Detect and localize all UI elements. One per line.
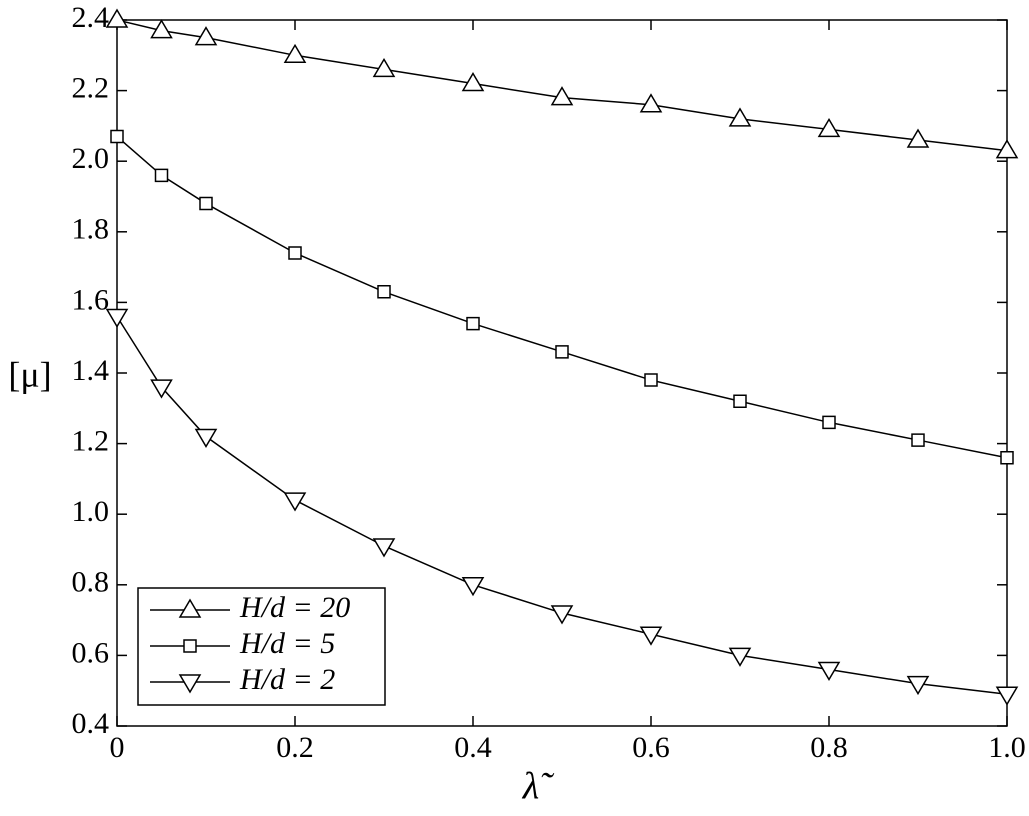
- marker: [639, 626, 663, 646]
- marker: [194, 428, 218, 449]
- marker: [461, 577, 485, 597]
- x-tick-label: 0.8: [810, 731, 848, 764]
- marker: [995, 686, 1019, 706]
- marker: [906, 128, 930, 148]
- marker: [377, 285, 391, 299]
- marker: [150, 379, 173, 399]
- marker: [733, 394, 747, 408]
- legend-marker: [183, 639, 197, 653]
- legend-marker: [178, 674, 202, 694]
- y-tick-label: 1.8: [72, 213, 110, 246]
- marker: [728, 647, 752, 667]
- marker: [550, 605, 574, 625]
- marker: [1000, 450, 1014, 465]
- marker: [154, 168, 169, 183]
- marker: [194, 26, 218, 46]
- series-line: [116, 316, 1008, 695]
- marker: [283, 43, 307, 64]
- marker: [288, 246, 302, 260]
- y-tick-label: 2.4: [72, 1, 110, 34]
- y-tick-label: 0.4: [72, 707, 110, 740]
- marker: [105, 8, 129, 28]
- marker: [466, 316, 480, 331]
- marker: [372, 57, 396, 78]
- marker: [644, 373, 658, 387]
- y-tick-label: 1.0: [72, 495, 110, 528]
- x-tick-label: 0.2: [276, 731, 314, 764]
- marker: [372, 538, 396, 558]
- x-axis-label: λ̃: [522, 766, 555, 808]
- marker: [911, 433, 925, 447]
- x-tick-label: 0: [110, 731, 125, 764]
- y-tick-label: 2.2: [72, 71, 110, 104]
- y-tick-label: 2.0: [72, 142, 110, 175]
- marker: [283, 492, 307, 512]
- legend-marker: [178, 598, 202, 618]
- marker: [550, 86, 574, 106]
- marker: [105, 308, 129, 328]
- y-axis-label: [μ]: [8, 354, 51, 394]
- y-tick-label: 0.6: [72, 636, 110, 669]
- marker: [817, 661, 841, 681]
- marker: [150, 19, 173, 39]
- marker: [461, 72, 485, 92]
- legend-label: H/d = 2: [239, 663, 335, 696]
- series-line: [116, 135, 1008, 459]
- marker: [822, 415, 836, 430]
- y-tick-label: 1.6: [72, 283, 110, 316]
- series-line: [116, 19, 1008, 152]
- x-tick-label: 0.4: [454, 731, 492, 764]
- x-tick-label: 0.6: [632, 731, 670, 764]
- y-tick-label: 0.8: [72, 566, 110, 599]
- marker: [995, 139, 1019, 159]
- marker: [110, 129, 124, 144]
- marker: [639, 93, 663, 113]
- marker: [555, 345, 569, 359]
- marker: [817, 117, 841, 138]
- legend: H/d = 20H/d = 5H/d = 2: [137, 587, 386, 706]
- marker: [199, 196, 213, 211]
- legend-label: H/d = 20: [239, 591, 350, 624]
- y-tick-label: 1.2: [72, 424, 110, 457]
- legend-label: H/d = 5: [239, 627, 335, 660]
- x-tick-label: 1.0: [988, 731, 1026, 764]
- marker: [906, 675, 930, 696]
- y-tick-label: 1.4: [72, 354, 110, 387]
- marker: [728, 107, 752, 127]
